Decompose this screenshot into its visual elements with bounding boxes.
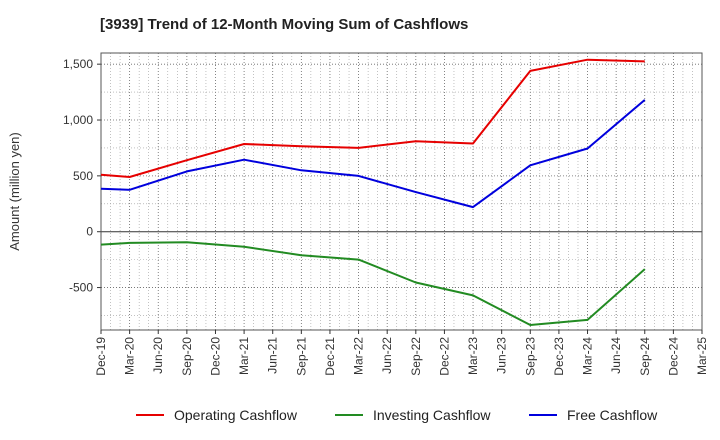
legend-label: Free Cashflow [567,407,658,423]
x-tick-label: Jun-24 [609,337,623,374]
x-tick-label: Jun-23 [495,337,509,374]
x-tick-label: Dec-24 [666,337,680,376]
x-tick-label: Mar-25 [695,337,709,375]
legend-item: Investing Cashflow [335,404,491,426]
legend-item: Free Cashflow [529,404,657,426]
legend-label: Operating Cashflow [174,407,297,423]
x-tick-label: Dec-21 [323,337,337,376]
x-tick-label: Jun-20 [151,337,165,374]
legend-swatch [136,414,164,416]
x-tick-label: Dec-20 [208,337,222,376]
x-tick-label: Mar-24 [581,337,595,375]
x-tick-label: Mar-23 [466,337,480,375]
y-tick-label: -500 [69,281,93,295]
chart-title: [3939] Trend of 12-Month Moving Sum of C… [100,16,469,33]
legend-item: Operating Cashflow [136,404,297,426]
y-tick-label: 1,000 [63,113,93,127]
series-line-investing-cashflow [100,241,646,326]
legend-swatch [335,414,363,416]
x-tick-label: Sep-22 [409,337,423,376]
x-tick-label: Jun-21 [266,337,280,374]
x-tick-label: Jun-22 [380,337,394,374]
chart-legend: Operating Cashflow Investing Cashflow Free… [0,404,720,426]
x-tick-label: Mar-22 [352,337,366,375]
series-line-operating-cashflow [100,58,645,178]
x-tick-label: Dec-23 [552,337,566,376]
x-tick-label: Sep-21 [294,337,308,376]
x-tick-label: Sep-23 [523,337,537,376]
plot-border [100,52,703,331]
series-line-free-cashflow [100,99,646,209]
x-tick-label: Sep-20 [180,337,194,376]
x-tick-label: Dec-22 [437,337,451,376]
y-axis-label: Amount (million yen) [7,132,22,251]
legend-swatch [529,414,557,416]
legend-label: Investing Cashflow [373,407,491,423]
x-tick-label: Mar-21 [237,337,251,375]
y-tick-label: 1,500 [63,57,93,71]
y-tick-label: 500 [73,169,93,183]
x-tick-label: Dec-19 [94,337,108,376]
y-tick-label: 0 [86,225,93,239]
x-tick-label: Sep-24 [638,337,652,376]
x-tick-label: Mar-20 [123,337,137,375]
